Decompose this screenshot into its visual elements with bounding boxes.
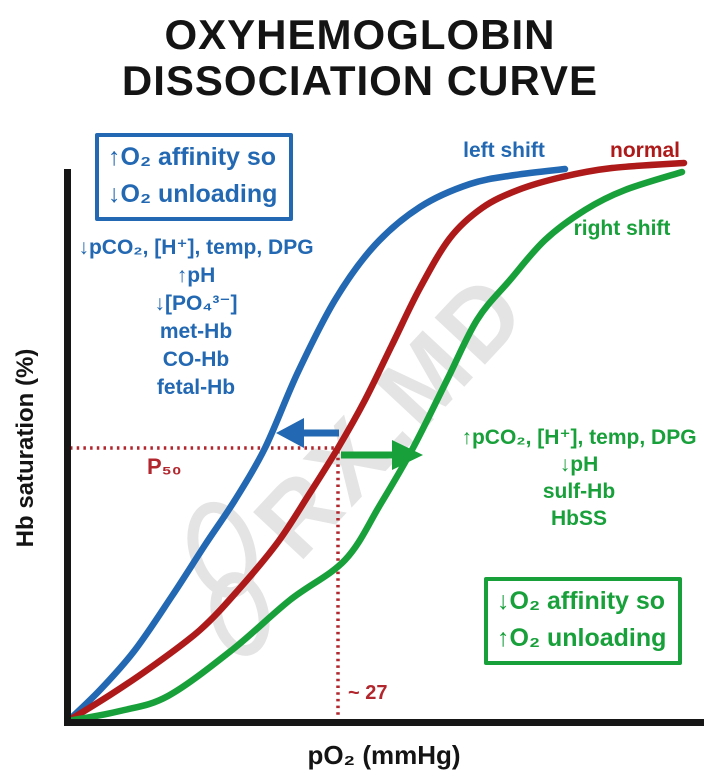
right-shift-factors-line: ↑pCO₂, [H⁺], temp, DPG: [461, 426, 697, 449]
normal-curve-label: normal: [609, 139, 681, 162]
right-shift-factors: ↑pCO₂, [H⁺], temp, DPG ↓pH sulf-Hb HbSS: [430, 424, 720, 532]
left-shift-factors-line: ↓pCO₂, [H⁺], temp, DPG: [78, 236, 314, 259]
left-shift-factors-line: fetal-Hb: [156, 376, 236, 399]
right-shift-factors-line: ↓pH: [559, 453, 599, 476]
blue-shift-arrow-head-icon: [276, 418, 304, 448]
left-shift-curve-label: left shift: [463, 139, 545, 162]
left-shift-effect-box: ↑O₂ affinity so ↓O₂ unloading: [95, 133, 294, 221]
left-shift-effect-box-line: ↓O₂ unloading: [108, 180, 278, 208]
right-shift-factors-line: HbSS: [550, 507, 607, 530]
left-shift-effect-box-line: ↑O₂ affinity so: [108, 143, 277, 171]
right-shift-effect-box: ↓O₂ affinity so ↑O₂ unloading: [484, 577, 683, 665]
green-shift-arrow-head-icon: [392, 440, 423, 470]
shift-arrows: [276, 418, 423, 470]
left-shift-curve: [64, 165, 569, 725]
left-shift-factors-line: CO-Hb: [162, 348, 230, 371]
figure-title: OXYHEMOGLOBIN DISSOCIATION CURVE: [0, 12, 720, 104]
p50-dotted-lines: [70, 446, 340, 717]
right-shift-effect-box-line: ↑O₂ unloading: [497, 624, 667, 652]
right-shift-effect-box-line: ↓O₂ affinity so: [497, 587, 666, 615]
p50-label: P₅₀: [147, 454, 182, 479]
right-shift-factors-line: sulf-Hb: [542, 480, 616, 503]
x-axis-label: pO₂ (mmHg): [307, 740, 461, 770]
left-shift-factors: ↓pCO₂, [H⁺], temp, DPG ↑pH ↓[PO₄³⁻] met-Hb C…: [50, 234, 342, 402]
title-line-2: DISSOCIATION CURVE: [121, 57, 599, 104]
left-shift-factors-line: ↓[PO₄³⁻]: [154, 292, 238, 315]
normal-curve: [64, 159, 688, 725]
left-shift-factors-line: met-Hb: [159, 320, 233, 343]
y-axis: [64, 169, 71, 726]
title-line-1: OXYHEMOGLOBIN: [164, 11, 556, 58]
left-shift-factors-line: ↑pH: [176, 264, 216, 287]
right-shift-curve-label: right shift: [573, 217, 671, 240]
x-axis: [64, 719, 704, 726]
p50-value-label: ~ 27: [348, 682, 388, 704]
y-axis-label: Hb saturation (%): [12, 348, 39, 548]
